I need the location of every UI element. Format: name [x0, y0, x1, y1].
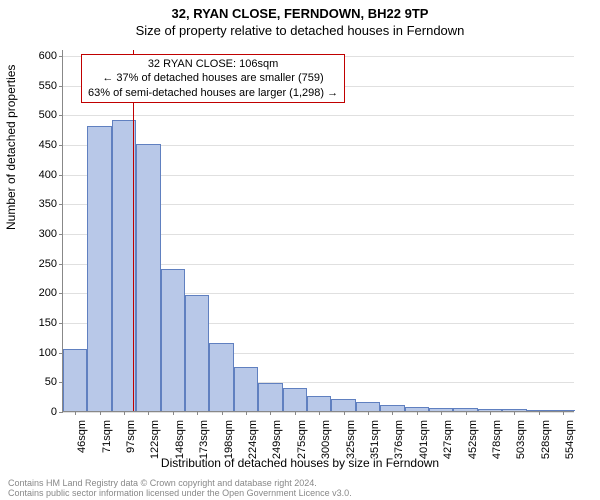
xtick-mark — [368, 411, 369, 415]
xtick-mark — [124, 411, 125, 415]
histogram-bar — [283, 388, 307, 411]
xtick-mark — [441, 411, 442, 415]
xtick-mark — [246, 411, 247, 415]
ytick-label: 500 — [39, 109, 63, 121]
xtick-label: 198sqm — [217, 420, 235, 459]
xtick-label: 478sqm — [485, 420, 503, 459]
x-axis-label: Distribution of detached houses by size … — [0, 456, 600, 470]
xtick-mark — [514, 411, 515, 415]
xtick-label: 401sqm — [412, 420, 430, 459]
xtick-label: 224sqm — [241, 420, 259, 459]
xtick-mark — [75, 411, 76, 415]
ytick-label: 600 — [39, 50, 63, 62]
ytick-label: 450 — [39, 139, 63, 151]
xtick-mark — [270, 411, 271, 415]
gridline — [63, 115, 574, 116]
xtick-mark — [173, 411, 174, 415]
y-axis-label: Number of detached properties — [4, 65, 18, 230]
xtick-mark — [392, 411, 393, 415]
callout-line2: ← 37% of detached houses are smaller (75… — [88, 71, 338, 85]
xtick-label: 275sqm — [290, 420, 308, 459]
ytick-label: 400 — [39, 169, 63, 181]
xtick-mark — [295, 411, 296, 415]
histogram-bar — [209, 343, 233, 411]
xtick-label: 173sqm — [192, 420, 210, 459]
xtick-label: 351sqm — [363, 420, 381, 459]
xtick-label: 325sqm — [339, 420, 357, 459]
callout-line3: 63% of semi-detached houses are larger (… — [88, 86, 338, 100]
histogram-bar — [136, 144, 160, 411]
property-marker-line — [133, 50, 134, 411]
ytick-label: 50 — [45, 376, 63, 388]
ytick-label: 100 — [39, 347, 63, 359]
histogram-bar — [356, 402, 380, 411]
xtick-label: 122sqm — [143, 420, 161, 459]
xtick-label: 249sqm — [265, 420, 283, 459]
xtick-label: 148sqm — [168, 420, 186, 459]
xtick-label: 554sqm — [558, 420, 576, 459]
xtick-mark — [197, 411, 198, 415]
xtick-mark — [100, 411, 101, 415]
xtick-label: 46sqm — [70, 420, 88, 453]
xtick-mark — [563, 411, 564, 415]
xtick-label: 300sqm — [314, 420, 332, 459]
xtick-mark — [319, 411, 320, 415]
histogram-bar — [161, 269, 185, 411]
histogram-bar — [331, 399, 355, 411]
ytick-label: 250 — [39, 258, 63, 270]
ytick-label: 0 — [51, 406, 63, 418]
xtick-mark — [466, 411, 467, 415]
callout-box: 32 RYAN CLOSE: 106sqm← 37% of detached h… — [81, 54, 345, 103]
xtick-label: 452sqm — [461, 420, 479, 459]
ytick-label: 200 — [39, 287, 63, 299]
histogram-bar — [234, 367, 258, 412]
ytick-label: 150 — [39, 317, 63, 329]
histogram-bar — [63, 349, 87, 411]
xtick-label: 97sqm — [119, 420, 137, 453]
chart-plot-area: 05010015020025030035040045050055060046sq… — [62, 50, 574, 412]
chart-title-sub: Size of property relative to detached ho… — [0, 21, 600, 38]
chart-title-main: 32, RYAN CLOSE, FERNDOWN, BH22 9TP — [0, 0, 600, 21]
xtick-label: 71sqm — [95, 420, 113, 453]
histogram-bar — [87, 126, 111, 411]
xtick-mark — [539, 411, 540, 415]
xtick-mark — [344, 411, 345, 415]
callout-line1: 32 RYAN CLOSE: 106sqm — [88, 57, 338, 71]
xtick-mark — [417, 411, 418, 415]
xtick-mark — [148, 411, 149, 415]
xtick-mark — [490, 411, 491, 415]
ytick-label: 550 — [39, 80, 63, 92]
footer-line-2: Contains public sector information licen… — [8, 489, 352, 499]
ytick-label: 350 — [39, 198, 63, 210]
histogram-bar — [258, 383, 282, 411]
xtick-label: 427sqm — [436, 420, 454, 459]
xtick-mark — [222, 411, 223, 415]
histogram-bar — [307, 396, 331, 411]
ytick-label: 300 — [39, 228, 63, 240]
xtick-label: 376sqm — [387, 420, 405, 459]
xtick-label: 528sqm — [534, 420, 552, 459]
xtick-label: 503sqm — [509, 420, 527, 459]
histogram-bar — [185, 295, 209, 411]
attribution-footer: Contains HM Land Registry data © Crown c… — [8, 479, 352, 499]
